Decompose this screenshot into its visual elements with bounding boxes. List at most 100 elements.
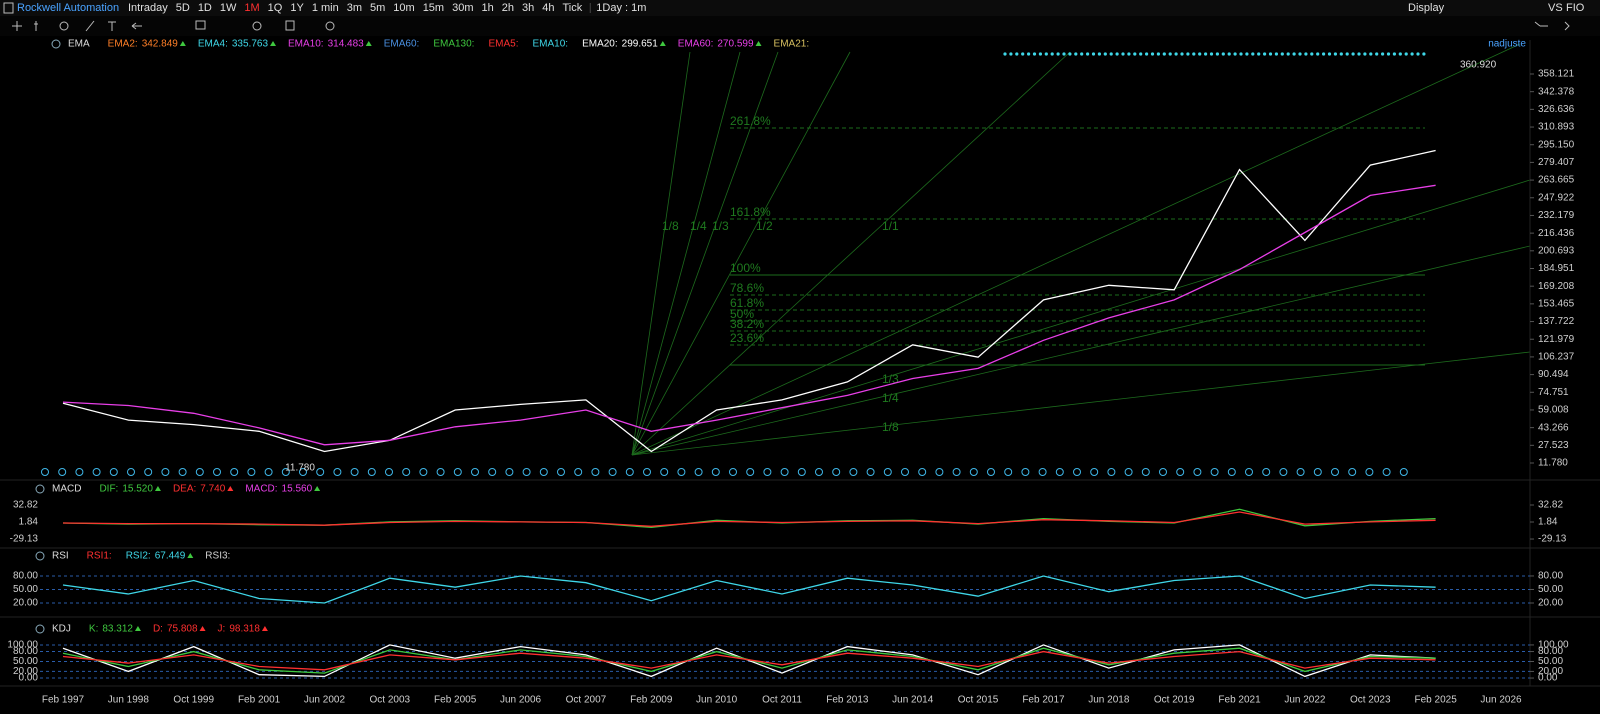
period-button[interactable]: 10m (393, 2, 414, 14)
event-marker[interactable] (1055, 468, 1064, 476)
period-button[interactable]: 1M (244, 2, 259, 14)
event-marker[interactable] (918, 468, 927, 476)
event-marker[interactable] (471, 468, 479, 476)
event-marker[interactable] (1073, 468, 1081, 476)
event-marker[interactable] (883, 468, 892, 476)
settings-icon[interactable] (35, 551, 45, 561)
interval-select[interactable]: 1Day : 1m (596, 2, 646, 14)
period-button[interactable]: 5D (176, 2, 190, 14)
event-marker[interactable] (316, 468, 325, 476)
event-marker[interactable] (1227, 468, 1236, 476)
event-marker[interactable] (591, 468, 600, 476)
move-tool[interactable] (12, 21, 22, 31)
period-button[interactable]: 30m (452, 2, 473, 14)
event-marker[interactable] (1193, 468, 1202, 476)
event-marker[interactable] (350, 468, 359, 476)
event-marker[interactable] (195, 468, 204, 476)
event-marker[interactable] (815, 468, 823, 476)
event-marker[interactable] (608, 468, 617, 476)
period-button[interactable]: 1h (482, 2, 494, 14)
event-marker[interactable] (1210, 468, 1219, 476)
event-marker[interactable] (144, 468, 153, 476)
display-menu[interactable]: Display (1408, 2, 1445, 14)
event-marker[interactable] (299, 468, 307, 476)
event-marker[interactable] (41, 468, 49, 476)
event-marker[interactable] (1107, 468, 1116, 476)
event-marker[interactable] (625, 468, 634, 476)
event-marker[interactable] (1021, 468, 1030, 476)
event-marker[interactable] (1176, 468, 1185, 476)
event-marker[interactable] (522, 468, 531, 476)
event-marker[interactable] (797, 468, 806, 476)
event-marker[interactable] (367, 468, 376, 476)
event-marker[interactable] (952, 468, 961, 476)
period-button[interactable]: 4h (542, 2, 554, 14)
event-marker[interactable] (488, 468, 497, 476)
event-marker[interactable] (127, 468, 135, 476)
undo[interactable] (1534, 21, 1548, 27)
event-marker[interactable] (333, 468, 342, 476)
arrow-tool[interactable] (131, 22, 142, 30)
event-marker[interactable] (1141, 468, 1150, 476)
event-marker[interactable] (866, 468, 875, 476)
indicator-name[interactable]: RSI (52, 551, 69, 562)
period-button[interactable]: 1W (220, 2, 237, 14)
event-marker[interactable] (1279, 468, 1288, 476)
collapse[interactable] (1564, 21, 1570, 31)
event-marker[interactable] (1159, 468, 1167, 476)
event-marker[interactable] (677, 468, 686, 476)
event-marker[interactable] (281, 468, 290, 476)
event-marker[interactable] (849, 468, 858, 476)
event-marker[interactable] (1331, 468, 1339, 476)
delete-tool[interactable] (285, 20, 295, 31)
symbol-name[interactable]: Rockwell Automation (17, 2, 119, 14)
note-tool[interactable] (195, 20, 206, 30)
event-marker[interactable] (264, 468, 273, 476)
event-marker[interactable] (729, 468, 737, 476)
event-marker[interactable] (1245, 468, 1253, 476)
event-marker[interactable] (711, 468, 720, 476)
event-marker[interactable] (557, 468, 565, 476)
period-button[interactable]: 15m (423, 2, 444, 14)
period-button[interactable]: 2h (502, 2, 514, 14)
event-marker[interactable] (75, 468, 84, 476)
event-marker[interactable] (213, 468, 221, 476)
event-marker[interactable] (161, 468, 170, 476)
event-marker[interactable] (694, 468, 703, 476)
event-marker[interactable] (58, 468, 67, 476)
event-marker[interactable] (539, 468, 548, 476)
fib-tool[interactable] (108, 21, 116, 31)
indicator-name[interactable]: EMA (68, 39, 90, 50)
event-marker[interactable] (92, 468, 101, 476)
period-button[interactable]: 3m (347, 2, 362, 14)
event-marker[interactable] (1399, 468, 1408, 476)
event-marker[interactable] (1313, 468, 1322, 476)
event-marker[interactable] (178, 468, 187, 476)
event-marker[interactable] (746, 468, 755, 476)
event-marker[interactable] (1348, 468, 1357, 476)
event-marker[interactable] (109, 468, 118, 476)
period-button[interactable]: 5m (370, 2, 385, 14)
adjust-mode[interactable]: nadjuste (1488, 39, 1526, 50)
period-button[interactable]: 1D (198, 2, 212, 14)
event-marker[interactable] (574, 468, 583, 476)
event-marker[interactable] (935, 468, 944, 476)
event-marker[interactable] (385, 468, 393, 476)
fio-button[interactable]: FIO (1566, 2, 1585, 14)
event-marker[interactable] (1262, 468, 1271, 476)
period-button[interactable]: 1 min (312, 2, 339, 14)
settings-icon[interactable] (51, 39, 61, 49)
event-marker[interactable] (987, 468, 995, 476)
cursor-tool[interactable] (34, 21, 38, 31)
indicator-name[interactable]: KDJ (52, 624, 71, 635)
compare-button[interactable]: VS (1548, 2, 1563, 14)
event-marker[interactable] (402, 468, 411, 476)
event-marker[interactable] (1004, 468, 1013, 476)
indicator-name[interactable]: MACD (52, 484, 81, 495)
event-marker[interactable] (453, 468, 462, 476)
settings-icon[interactable] (35, 484, 45, 494)
sidebar-toggle[interactable] (3, 2, 14, 14)
event-marker[interactable] (660, 468, 669, 476)
period-button[interactable]: 3h (522, 2, 534, 14)
period-button[interactable]: 1Y (290, 2, 304, 14)
